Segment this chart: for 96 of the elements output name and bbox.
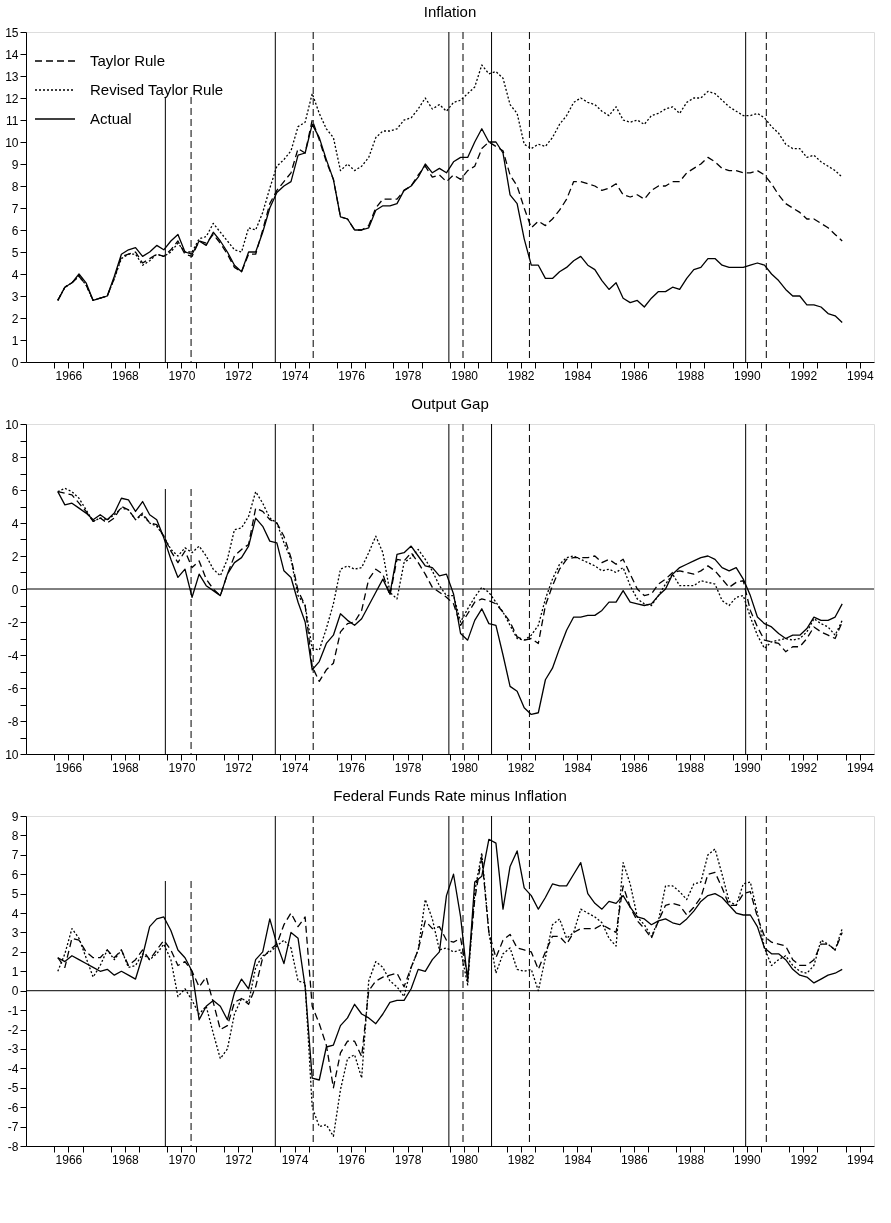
x-tick-label: 1976 [338,1152,366,1167]
x-tick-label: 1986 [620,368,648,383]
x-tick-label: 1970 [168,760,196,775]
y-tick-label: 7 [11,848,19,863]
y-tick-label: 4 [11,906,19,921]
y-tick-label: 5 [11,245,19,260]
y-tick-label: -3 [7,1042,19,1057]
x-tick-label: 1992 [790,760,818,775]
y-tick-label: 8 [11,179,19,194]
y-tick-label: -2 [7,1023,19,1038]
x-tick-label: 1986 [620,760,648,775]
x-tick-label: 1994 [847,760,875,775]
y-tick-label: -8 [7,1139,19,1154]
x-tick-label: 1978 [394,368,422,383]
y-tick-label: 12 [5,91,19,106]
x-tick-label: 1968 [112,1152,140,1167]
y-tick-label: 13 [5,69,19,84]
y-tick-label: 7 [11,201,19,216]
y-tick-label: 2 [11,549,19,564]
x-tick-label: 1976 [338,760,366,775]
x-tick-label: 1994 [847,1152,875,1167]
x-tick-label: 1984 [564,1152,592,1167]
x-tick-label: 1992 [790,368,818,383]
y-tick-label: 0 [11,355,19,370]
y-tick-label: 15 [5,25,19,40]
x-tick-label: 1978 [394,760,422,775]
x-tick-label: 1966 [55,368,83,383]
y-tick-label: 4 [11,516,19,531]
y-tick-label: 1 [11,333,19,348]
y-tick-label: 6 [11,223,19,238]
x-tick-label: 1982 [507,368,535,383]
x-tick-label: 1986 [620,1152,648,1167]
y-tick-label: 0 [11,984,19,999]
y-tick-label: 11 [6,113,19,128]
y-tick-label: 0 [11,582,19,597]
x-tick-label: 1992 [790,1152,818,1167]
x-tick-label: 1968 [112,368,140,383]
y-tick-label: 10 [5,747,19,762]
y-tick-label: -1 [7,1003,19,1018]
y-tick-label: 2 [11,945,19,960]
y-tick-label: 1 [11,964,19,979]
x-tick-label: 1982 [507,1152,535,1167]
x-tick-label: 1976 [338,368,366,383]
x-tick-label: 1990 [733,760,761,775]
y-tick-label: -6 [7,681,19,696]
x-tick-label: 1988 [677,1152,705,1167]
y-tick-label: -6 [7,1100,19,1115]
x-tick-label: 1980 [451,760,479,775]
x-tick-label: 1994 [847,368,875,383]
legend-label: Revised Taylor Rule [90,81,224,98]
y-tick-label: -7 [7,1120,19,1135]
y-tick-label: -5 [7,1081,19,1096]
y-tick-label: 3 [11,289,19,304]
x-tick-label: 1972 [225,1152,253,1167]
y-tick-label: -4 [7,1061,19,1076]
y-tick-label: 8 [11,450,19,465]
y-tick-label: 10 [5,135,19,150]
y-tick-label: 9 [11,157,19,172]
y-tick-label: 5 [11,887,19,902]
y-tick-label: 6 [11,483,19,498]
x-tick-label: 1970 [168,368,196,383]
x-tick-label: 1980 [451,1152,479,1167]
x-tick-label: 1972 [225,760,253,775]
x-tick-label: 1966 [55,760,83,775]
x-tick-label: 1984 [564,760,592,775]
y-tick-label: 2 [11,311,19,326]
x-tick-label: 1974 [281,368,309,383]
x-tick-label: 1984 [564,368,592,383]
x-tick-label: 1966 [55,1152,83,1167]
y-tick-label: -4 [7,648,19,663]
x-tick-label: 1988 [677,760,705,775]
y-tick-label: 6 [11,867,19,882]
x-tick-label: 1968 [112,760,140,775]
x-tick-label: 1974 [281,760,309,775]
y-tick-label: 3 [11,925,19,940]
x-tick-label: 1988 [677,368,705,383]
legend-label: Actual [90,110,132,127]
y-tick-label: -8 [7,714,19,729]
x-tick-label: 1990 [733,368,761,383]
legend-label: Taylor Rule [90,52,166,69]
y-tick-label: 4 [11,267,19,282]
chart-title: Output Gap [411,395,489,412]
y-tick-label: -2 [7,615,19,630]
x-tick-label: 1972 [225,368,253,383]
y-tick-label: 9 [11,809,19,824]
chart-title: Inflation [423,3,477,20]
x-tick-label: 1990 [733,1152,761,1167]
x-tick-label: 1980 [451,368,479,383]
y-tick-label: 10 [5,417,19,432]
x-tick-label: 1982 [507,760,535,775]
x-tick-label: 1970 [168,1152,196,1167]
y-tick-label: 8 [11,828,19,843]
y-tick-label: 14 [5,47,19,62]
chart-title: Federal Funds Rate minus Inflation [333,787,567,804]
x-tick-label: 1978 [394,1152,422,1167]
x-tick-label: 1974 [281,1152,309,1167]
